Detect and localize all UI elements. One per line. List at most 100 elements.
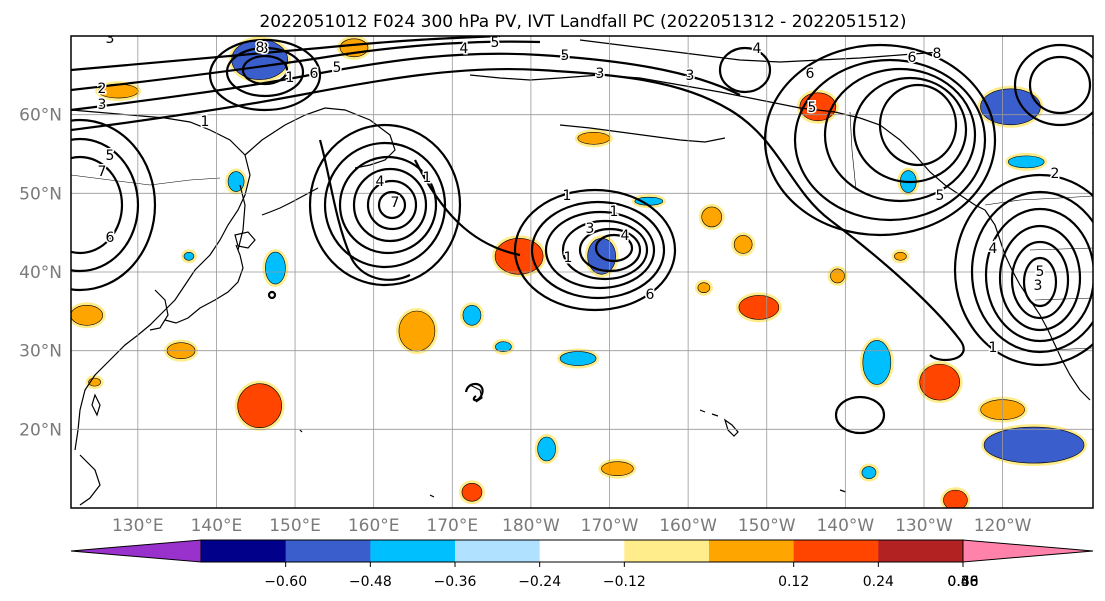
contour-label: 4: [460, 41, 469, 57]
lon-label: 160°W: [659, 516, 717, 536]
contour-mid-1: [513, 188, 677, 312]
colorbar-tick-label: 0.60: [947, 574, 978, 590]
pv-fill-region: [537, 436, 556, 462]
contour-north-4: [718, 46, 772, 94]
pv-fill-region: [830, 268, 845, 284]
sakhalin-coast: [237, 184, 246, 251]
colorbar-segment: [285, 540, 371, 562]
map-title: 2022051012 F024 300 hPa PV, IVT Landfall…: [259, 12, 906, 32]
contour-label: 4: [989, 241, 998, 257]
pv-fill-region: [1007, 155, 1045, 169]
contour-wc-1: [953, 173, 1093, 367]
colorbar-outline: [200, 539, 964, 563]
contour-wc-2: [970, 190, 1093, 354]
contour-kam-5: [366, 179, 418, 231]
contour-label: 3: [596, 66, 605, 82]
contour-north-2: [225, 46, 305, 98]
pv-fill-region: [919, 363, 961, 401]
pv-fill-region: [462, 304, 482, 326]
kuril-islands: [261, 187, 319, 216]
contour-mid-2: [530, 200, 666, 300]
colorbar-tick-label: −0.48: [349, 574, 392, 590]
lon-label: 170°E: [426, 516, 478, 536]
contour-kam-2: [323, 141, 447, 269]
contour-label: 1: [1091, 122, 1100, 138]
lon-label: 130°E: [112, 516, 164, 536]
contour-wc-3: [984, 207, 1093, 343]
colorbar-segment: [793, 540, 879, 562]
colorbar-segment: [455, 540, 541, 562]
pv-fill-region: [861, 466, 877, 479]
longitude-labels: 130°E 140°E 150°E 160°E 170°E 180°W 170°W 160°W…: [112, 516, 1032, 536]
colorbar-segment: [624, 540, 710, 562]
pv-fill-region: [697, 282, 711, 294]
taiwan-coast: [91, 393, 101, 417]
colorbar-tick-label: −0.60: [264, 574, 307, 590]
lon-label: 120°W: [974, 516, 1032, 536]
lon-label: 150°W: [738, 516, 796, 536]
contour-label: 6: [908, 50, 917, 66]
contour-kam-3: [338, 155, 438, 255]
alaska-north: [579, 39, 941, 63]
lat-label: 40°N: [19, 263, 62, 283]
contour-kam-6: [377, 190, 407, 220]
hawaii-islands: [699, 409, 739, 437]
contour-label: 5: [808, 100, 817, 116]
lat-label: 60°N: [19, 106, 62, 126]
pv-fill-region: [265, 251, 286, 285]
pv-fill-region: [983, 426, 1085, 464]
contour-label: 3: [98, 97, 107, 113]
contour-label: 6: [106, 230, 115, 246]
latitude-labels: 60°N 50°N 40°N 30°N 20°N: [19, 106, 62, 441]
pv-contours: [71, 36, 1093, 435]
pv-fill-region: [227, 171, 245, 192]
lon-label: 180°W: [502, 516, 560, 536]
contour-goa-3: [823, 67, 977, 203]
contour-label: 5: [1036, 264, 1045, 280]
colorbar-tick-label: 0.24: [863, 574, 894, 590]
contour-small-1: [834, 395, 886, 435]
colorbar-tick-label: 0.48: [947, 574, 978, 590]
contour-label: 4: [376, 174, 385, 190]
contour-label: 1: [610, 204, 619, 220]
lon-label: 150°E: [269, 516, 321, 536]
contour-label: 5: [333, 60, 342, 76]
colorbar-tick-label: −0.36: [434, 574, 477, 590]
korea-coast: [149, 289, 169, 331]
colorbar-segment: [709, 540, 795, 562]
contour-mid-5: [578, 227, 642, 273]
contour-goa-2: [793, 58, 987, 222]
contour-wc-5: [1010, 240, 1070, 320]
map-frame: [70, 35, 1094, 509]
alaska-canada-border: [849, 111, 857, 191]
contour-label: 4: [753, 41, 762, 57]
pv-fill-region: [738, 295, 780, 320]
contour-label: 4: [621, 228, 630, 244]
pv-fill-region: [183, 251, 195, 261]
contour-label: 5: [561, 48, 570, 64]
contour-goa-5: [878, 83, 958, 167]
contour-north-6: [1028, 55, 1092, 115]
contour-label: 3: [686, 68, 695, 84]
pv-fill-layer: [71, 36, 1088, 508]
russia-mongolia-border: [71, 174, 221, 186]
contour-label: 7: [98, 164, 107, 180]
colorbar-segment: [201, 540, 287, 562]
contour-label: 1: [286, 70, 295, 86]
pv-fill-region: [237, 383, 282, 429]
hokkaido-coast: [234, 231, 256, 249]
contour-north-3: [241, 54, 289, 86]
pv-fill-region: [601, 461, 634, 476]
colorbar: −0.60 −0.48 −0.36 −0.24 −0.12 0.12 0.24 0.360.4…: [70, 539, 1094, 590]
colorbar-tick-label: 0.12: [778, 574, 809, 590]
contour-goa-4: [852, 76, 968, 184]
contour-label: 2: [1051, 166, 1060, 182]
contour-jet-2: [71, 52, 741, 112]
na-west-coast: [984, 209, 1091, 401]
contour-wc-6: [1022, 256, 1058, 308]
contour-north-1: [208, 38, 322, 112]
contour-label: 1: [564, 250, 573, 266]
contour-label: 1: [989, 340, 998, 356]
